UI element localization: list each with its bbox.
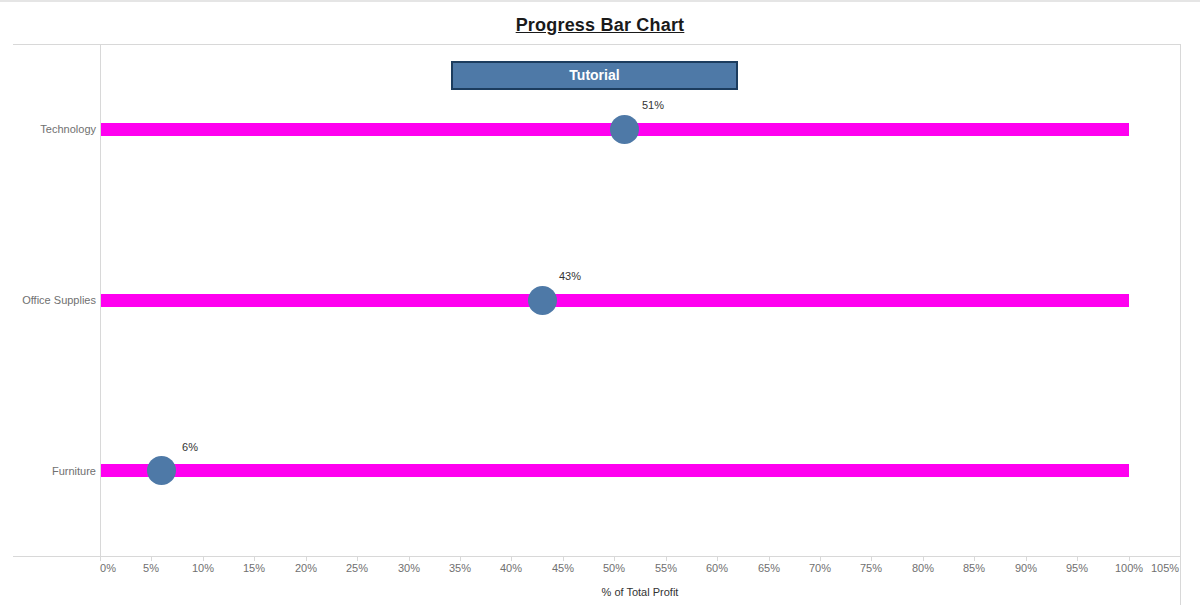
progress-track-bar[interactable]: [101, 294, 1129, 307]
x-tick-mark: [409, 557, 410, 561]
x-tick-mark: [203, 557, 204, 561]
x-tick-label: 30%: [398, 562, 420, 575]
x-tick-label: 85%: [963, 562, 985, 575]
x-tick-mark: [1129, 557, 1130, 561]
x-tick-label: 105%: [1151, 562, 1179, 575]
x-tick-mark: [820, 557, 821, 561]
x-tick-mark: [100, 557, 101, 561]
x-tick-label: 0%: [100, 562, 116, 575]
category-label: Office Supplies: [0, 293, 96, 307]
value-label: 6%: [182, 441, 198, 454]
x-tick-label: 10%: [192, 562, 214, 575]
value-label: 43%: [559, 270, 581, 283]
x-tick-mark: [563, 557, 564, 561]
progress-marker-dot[interactable]: [610, 115, 639, 144]
x-tick-label: 45%: [552, 562, 574, 575]
x-tick-mark: [1180, 557, 1181, 561]
top-border-strip: [0, 0, 1200, 2]
x-axis-line: [13, 556, 1180, 557]
x-tick-label: 40%: [500, 562, 522, 575]
x-tick-mark: [357, 557, 358, 561]
x-tick-label: 95%: [1066, 562, 1088, 575]
x-tick-mark: [769, 557, 770, 561]
page-title: Progress Bar Chart: [0, 15, 1200, 36]
x-tick-mark: [306, 557, 307, 561]
x-tick-mark: [460, 557, 461, 561]
x-tick-mark: [254, 557, 255, 561]
plot-right-border: [1180, 44, 1181, 605]
x-tick-mark: [923, 557, 924, 561]
x-tick-label: 20%: [295, 562, 317, 575]
x-tick-mark: [614, 557, 615, 561]
progress-marker-dot[interactable]: [528, 286, 557, 315]
x-tick-label: 55%: [655, 562, 677, 575]
x-tick-mark: [511, 557, 512, 561]
x-tick-label: 15%: [243, 562, 265, 575]
tutorial-button[interactable]: Tutorial: [451, 61, 738, 90]
x-tick-label: 90%: [1015, 562, 1037, 575]
x-tick-mark: [666, 557, 667, 561]
x-tick-label: 100%: [1115, 562, 1143, 575]
x-tick-label: 75%: [860, 562, 882, 575]
x-tick-mark: [1077, 557, 1078, 561]
x-tick-label: 50%: [603, 562, 625, 575]
x-tick-label: 35%: [449, 562, 471, 575]
x-tick-label: 70%: [809, 562, 831, 575]
progress-track-bar[interactable]: [101, 464, 1129, 477]
x-tick-mark: [151, 557, 152, 561]
x-tick-label: 60%: [706, 562, 728, 575]
x-tick-label: 80%: [912, 562, 934, 575]
x-tick-mark: [717, 557, 718, 561]
x-tick-label: 5%: [143, 562, 159, 575]
x-tick-mark: [974, 557, 975, 561]
x-tick-label: 25%: [346, 562, 368, 575]
x-tick-label: 65%: [758, 562, 780, 575]
x-tick-mark: [1026, 557, 1027, 561]
title-divider-line: [13, 44, 1180, 45]
x-axis-title: % of Total Profit: [100, 586, 1180, 598]
category-label: Furniture: [0, 464, 96, 478]
x-tick-mark: [871, 557, 872, 561]
value-label: 51%: [642, 99, 664, 112]
progress-marker-dot[interactable]: [147, 456, 176, 485]
category-label: Technology: [0, 122, 96, 136]
